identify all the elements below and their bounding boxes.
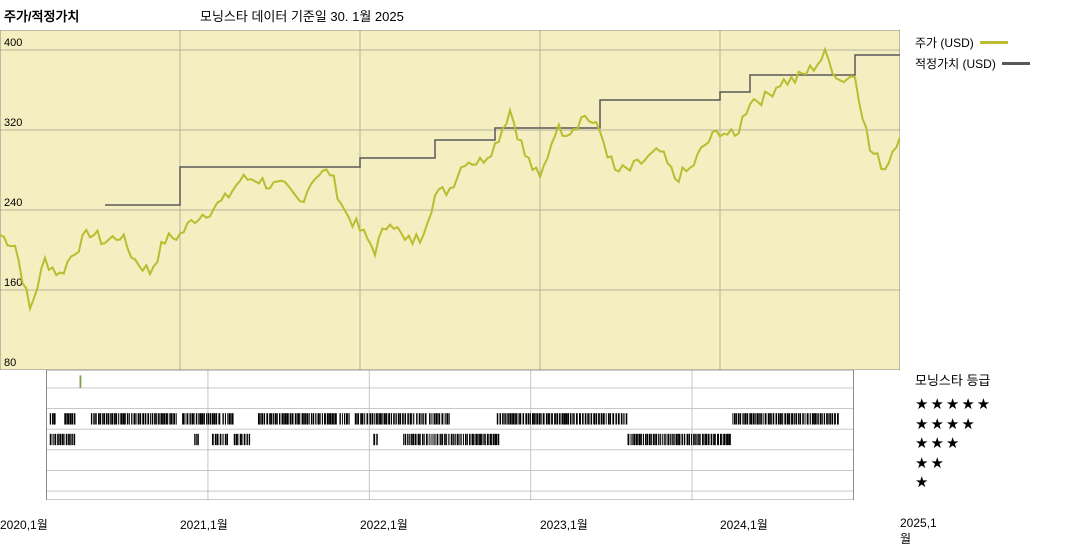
svg-text:160: 160 [4, 277, 22, 289]
rating-legend-title: 모닝스타 등급 [915, 370, 992, 389]
svg-text:320: 320 [4, 117, 22, 129]
x-axis-label: 2025,1월 [900, 516, 937, 547]
rating-legend: 모닝스타 등급 ★★★★★ ★★★★ ★★★ ★★ ★ [915, 370, 992, 493]
stars-5: ★★★★★ [915, 395, 992, 415]
x-axis-label: 2020,1월 [0, 516, 48, 533]
x-axis-label: 2024,1월 [720, 516, 768, 533]
svg-text:400: 400 [4, 37, 22, 49]
x-axis-label: 2022,1월 [360, 516, 408, 533]
legend-fair: 적정가치 (USD) [915, 55, 1030, 72]
rating-chart [0, 370, 900, 500]
chart-subtitle: 모닝스타 데이터 기준일 30. 1월 2025 [200, 6, 404, 25]
price-chart: 80 160 240 320 400 [0, 30, 900, 370]
legend: 주가 (USD) 적정가치 (USD) [915, 34, 1030, 76]
svg-text:80: 80 [4, 357, 16, 369]
stars-3: ★★★ [915, 434, 992, 454]
stars-1: ★ [915, 473, 992, 493]
legend-fair-swatch [1002, 62, 1030, 65]
legend-price: 주가 (USD) [915, 34, 1030, 51]
legend-price-label: 주가 (USD) [915, 34, 974, 51]
legend-fair-label: 적정가치 (USD) [915, 55, 996, 72]
chart-title: 주가/적정가치 [4, 6, 79, 25]
stars-4: ★★★★ [915, 415, 992, 435]
x-axis-label: 2023,1월 [540, 516, 588, 533]
svg-text:240: 240 [4, 197, 22, 209]
legend-price-swatch [980, 41, 1008, 44]
x-axis-label: 2021,1월 [180, 516, 228, 533]
stars-2: ★★ [915, 454, 992, 474]
